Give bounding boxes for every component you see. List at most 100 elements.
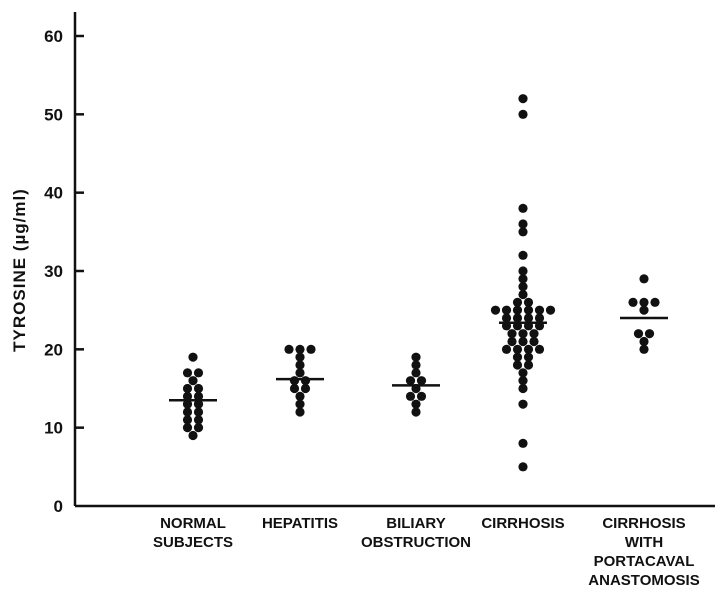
data-point	[416, 391, 427, 401]
group-2	[276, 344, 324, 417]
data-point	[182, 415, 193, 425]
data-point	[512, 360, 523, 370]
y-tick-label: 20	[44, 340, 63, 359]
data-point	[518, 227, 528, 237]
data-point	[545, 305, 556, 315]
data-point	[411, 399, 421, 409]
category-label: SUBJECTS	[153, 534, 233, 551]
data-point	[193, 399, 204, 409]
category-label: OBSTRUCTION	[361, 534, 471, 551]
data-point	[518, 289, 528, 300]
data-point	[182, 423, 193, 433]
data-point	[518, 219, 528, 229]
data-point	[523, 305, 534, 315]
data-point	[639, 305, 649, 315]
data-point	[295, 407, 305, 417]
data-point	[182, 368, 193, 378]
data-point	[289, 376, 300, 386]
data-point	[193, 407, 204, 417]
data-point	[295, 360, 305, 370]
data-groups	[169, 94, 668, 472]
category-labels: NORMAL SUBJECTS HEPATITIS BILIARY OBSTRUCTIO…	[153, 515, 700, 589]
data-point	[518, 250, 528, 260]
category-label: BILIARY	[386, 515, 445, 532]
data-point	[534, 305, 545, 315]
data-point	[300, 383, 311, 394]
data-point	[507, 329, 517, 339]
data-point	[193, 391, 204, 401]
data-point	[306, 344, 316, 354]
data-point	[300, 376, 311, 386]
data-point	[411, 407, 421, 417]
data-point	[523, 352, 534, 362]
data-point	[193, 423, 204, 433]
y-tick-label: 30	[44, 262, 63, 281]
data-point	[188, 376, 198, 386]
data-point	[501, 305, 512, 315]
group-5	[620, 274, 668, 354]
data-point	[295, 352, 305, 362]
data-point	[289, 383, 300, 394]
data-point	[639, 297, 649, 307]
data-point	[193, 368, 204, 378]
y-tick-label: 40	[44, 184, 63, 203]
data-point	[534, 313, 545, 323]
data-point	[182, 383, 193, 394]
data-point	[518, 383, 528, 394]
data-point	[518, 266, 528, 276]
category-label: CIRRHOSIS	[481, 515, 564, 532]
group-3	[392, 352, 440, 417]
y-tick-label: 60	[44, 27, 63, 46]
data-point	[518, 109, 528, 119]
category-label: CIRRHOSIS	[602, 515, 685, 532]
data-point	[405, 376, 416, 386]
data-point	[523, 360, 534, 370]
data-point	[518, 336, 528, 347]
data-point	[523, 344, 534, 354]
data-point	[639, 344, 649, 354]
data-point	[182, 391, 193, 401]
y-ticks: 0 10 20 30 40 50 60	[44, 27, 84, 516]
data-point	[512, 352, 523, 362]
data-point	[193, 415, 204, 425]
y-axis-title: TYROSINE (µg/ml)	[10, 188, 29, 352]
data-point	[411, 360, 421, 370]
data-point	[639, 336, 649, 347]
y-tick-label: 50	[44, 105, 63, 124]
data-point	[518, 376, 528, 386]
data-point	[518, 203, 528, 213]
data-point	[295, 368, 305, 378]
data-point	[529, 336, 539, 347]
category-label: HEPATITIS	[262, 515, 338, 532]
data-point	[518, 399, 528, 409]
data-point	[295, 344, 305, 354]
data-point	[512, 305, 523, 315]
data-point	[534, 344, 545, 354]
data-point	[518, 462, 528, 472]
data-point	[518, 274, 528, 284]
data-point	[650, 297, 660, 307]
category-label: NORMAL	[160, 515, 226, 532]
category-label: WITH	[625, 534, 663, 551]
data-point	[639, 274, 649, 284]
data-point	[512, 313, 523, 323]
data-point	[295, 391, 305, 401]
data-point	[518, 329, 528, 339]
data-point	[628, 297, 638, 307]
data-point	[518, 438, 528, 448]
axes: 0 10 20 30 40 50 60	[44, 12, 715, 516]
category-label: ANASTOMOSIS	[588, 572, 699, 589]
data-point	[501, 313, 512, 323]
data-point	[411, 352, 421, 362]
data-point	[182, 399, 193, 409]
data-point	[507, 336, 517, 347]
data-point	[633, 329, 644, 339]
group-1	[169, 352, 217, 441]
data-point	[523, 313, 534, 323]
data-point	[518, 368, 528, 378]
data-point	[501, 344, 512, 354]
data-point	[188, 430, 198, 441]
data-point	[518, 282, 528, 292]
data-point	[490, 305, 501, 315]
y-tick-label: 0	[54, 497, 63, 516]
